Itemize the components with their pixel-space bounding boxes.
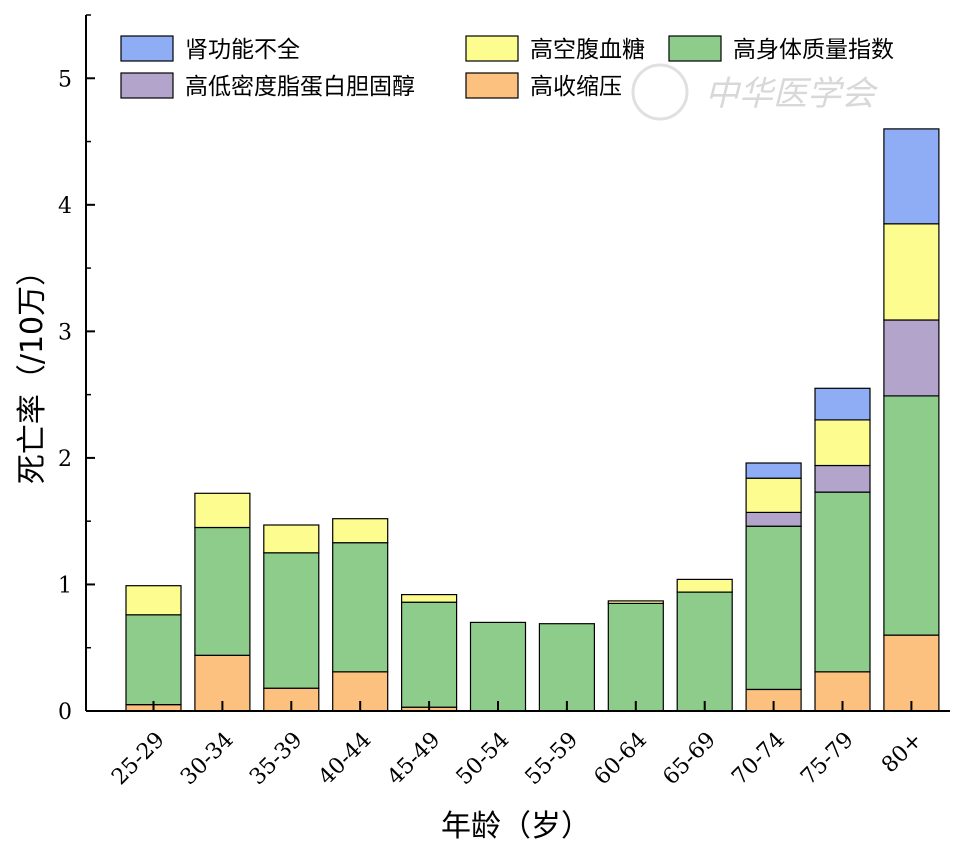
bar-25-29-series-3 [125,585,182,616]
bar-70-74-series-4 [745,462,802,479]
bar-80+-series-1 [883,395,940,636]
y-tick-label-0: 0 [58,700,72,725]
bar-75-79-series-3 [814,419,871,467]
bar-80+-series-4 [883,128,940,225]
bar-70-74-series-2 [745,511,802,527]
x-tick-label-75-79: 75-79 [796,728,859,791]
y-tick-label-5: 5 [58,67,72,92]
x-tick-label-70-74: 70-74 [727,728,790,791]
y-tick-label-3: 3 [58,320,72,345]
y-tick-label-4: 4 [58,194,72,219]
bar-65-69-series-3 [676,578,733,593]
bar-35-39-series-1 [263,552,320,689]
x-tick-label-65-69: 65-69 [658,728,721,791]
y-axis-title: 死亡率（/10万） [15,256,50,484]
bar-55-59-series-1 [538,623,596,712]
x-tick-label-50-54: 50-54 [452,728,515,791]
x-tick-label-30-34: 30-34 [176,728,239,791]
legend-swatch-1 [465,35,519,62]
x-tick-label-60-64: 60-64 [590,728,653,791]
bar-25-29-series-1 [125,614,182,706]
x-tick-label-80+: 80+ [877,728,928,779]
bar-80+-series-2 [883,319,940,397]
x-tick-label-25-29: 25-29 [107,728,170,791]
legend-label-4: 高收缩压 [530,74,622,100]
x-tick-label-55-59: 55-59 [521,728,584,791]
bar-70-74-series-1 [745,525,802,691]
bar-75-79-series-2 [814,464,871,493]
bar-65-69-series-1 [676,591,733,712]
bars-group [125,128,940,712]
bar-60-64-series-3 [607,600,664,605]
x-tick-label-35-39: 35-39 [245,728,308,791]
legend-label-3: 高低密度脂蛋白胆固醇 [185,74,415,100]
y-tick-label-1: 1 [58,573,72,598]
bar-45-49-series-3 [401,593,458,603]
x-tick-label-40-44: 40-44 [314,728,377,791]
bar-70-74-series-3 [745,477,802,514]
legend-swatch-4 [465,72,519,99]
bar-75-79-series-1 [814,491,871,673]
y-tick-label-2: 2 [58,447,72,472]
watermark-seal-icon [631,63,689,121]
legend-swatch-0 [120,35,174,62]
bar-30-34-series-1 [194,526,251,656]
watermark: 中华医学会 [631,63,879,121]
bar-80+-series-3 [883,223,940,321]
legend-swatch-2 [668,35,722,62]
bar-40-44-series-1 [332,542,389,673]
x-axis-title: 年龄（岁） [441,809,591,844]
legend-label-1: 高空腹血糖 [530,37,645,63]
bar-45-49-series-1 [401,601,458,708]
bar-80+-series-0 [883,634,940,712]
bar-60-64-series-1 [607,602,664,712]
x-tick-label-45-49: 45-49 [383,728,446,791]
bar-40-44-series-3 [332,518,389,544]
legend-swatch-3 [120,72,174,99]
bar-75-79-series-4 [814,387,871,421]
watermark-text: 中华医学会 [705,74,879,114]
bar-50-54-series-1 [469,621,527,712]
legend-label-0: 肾功能不全 [185,37,300,63]
bar-30-34-series-3 [194,492,251,529]
bar-35-39-series-3 [263,524,320,554]
legend-label-2: 高身体质量指数 [733,37,894,63]
